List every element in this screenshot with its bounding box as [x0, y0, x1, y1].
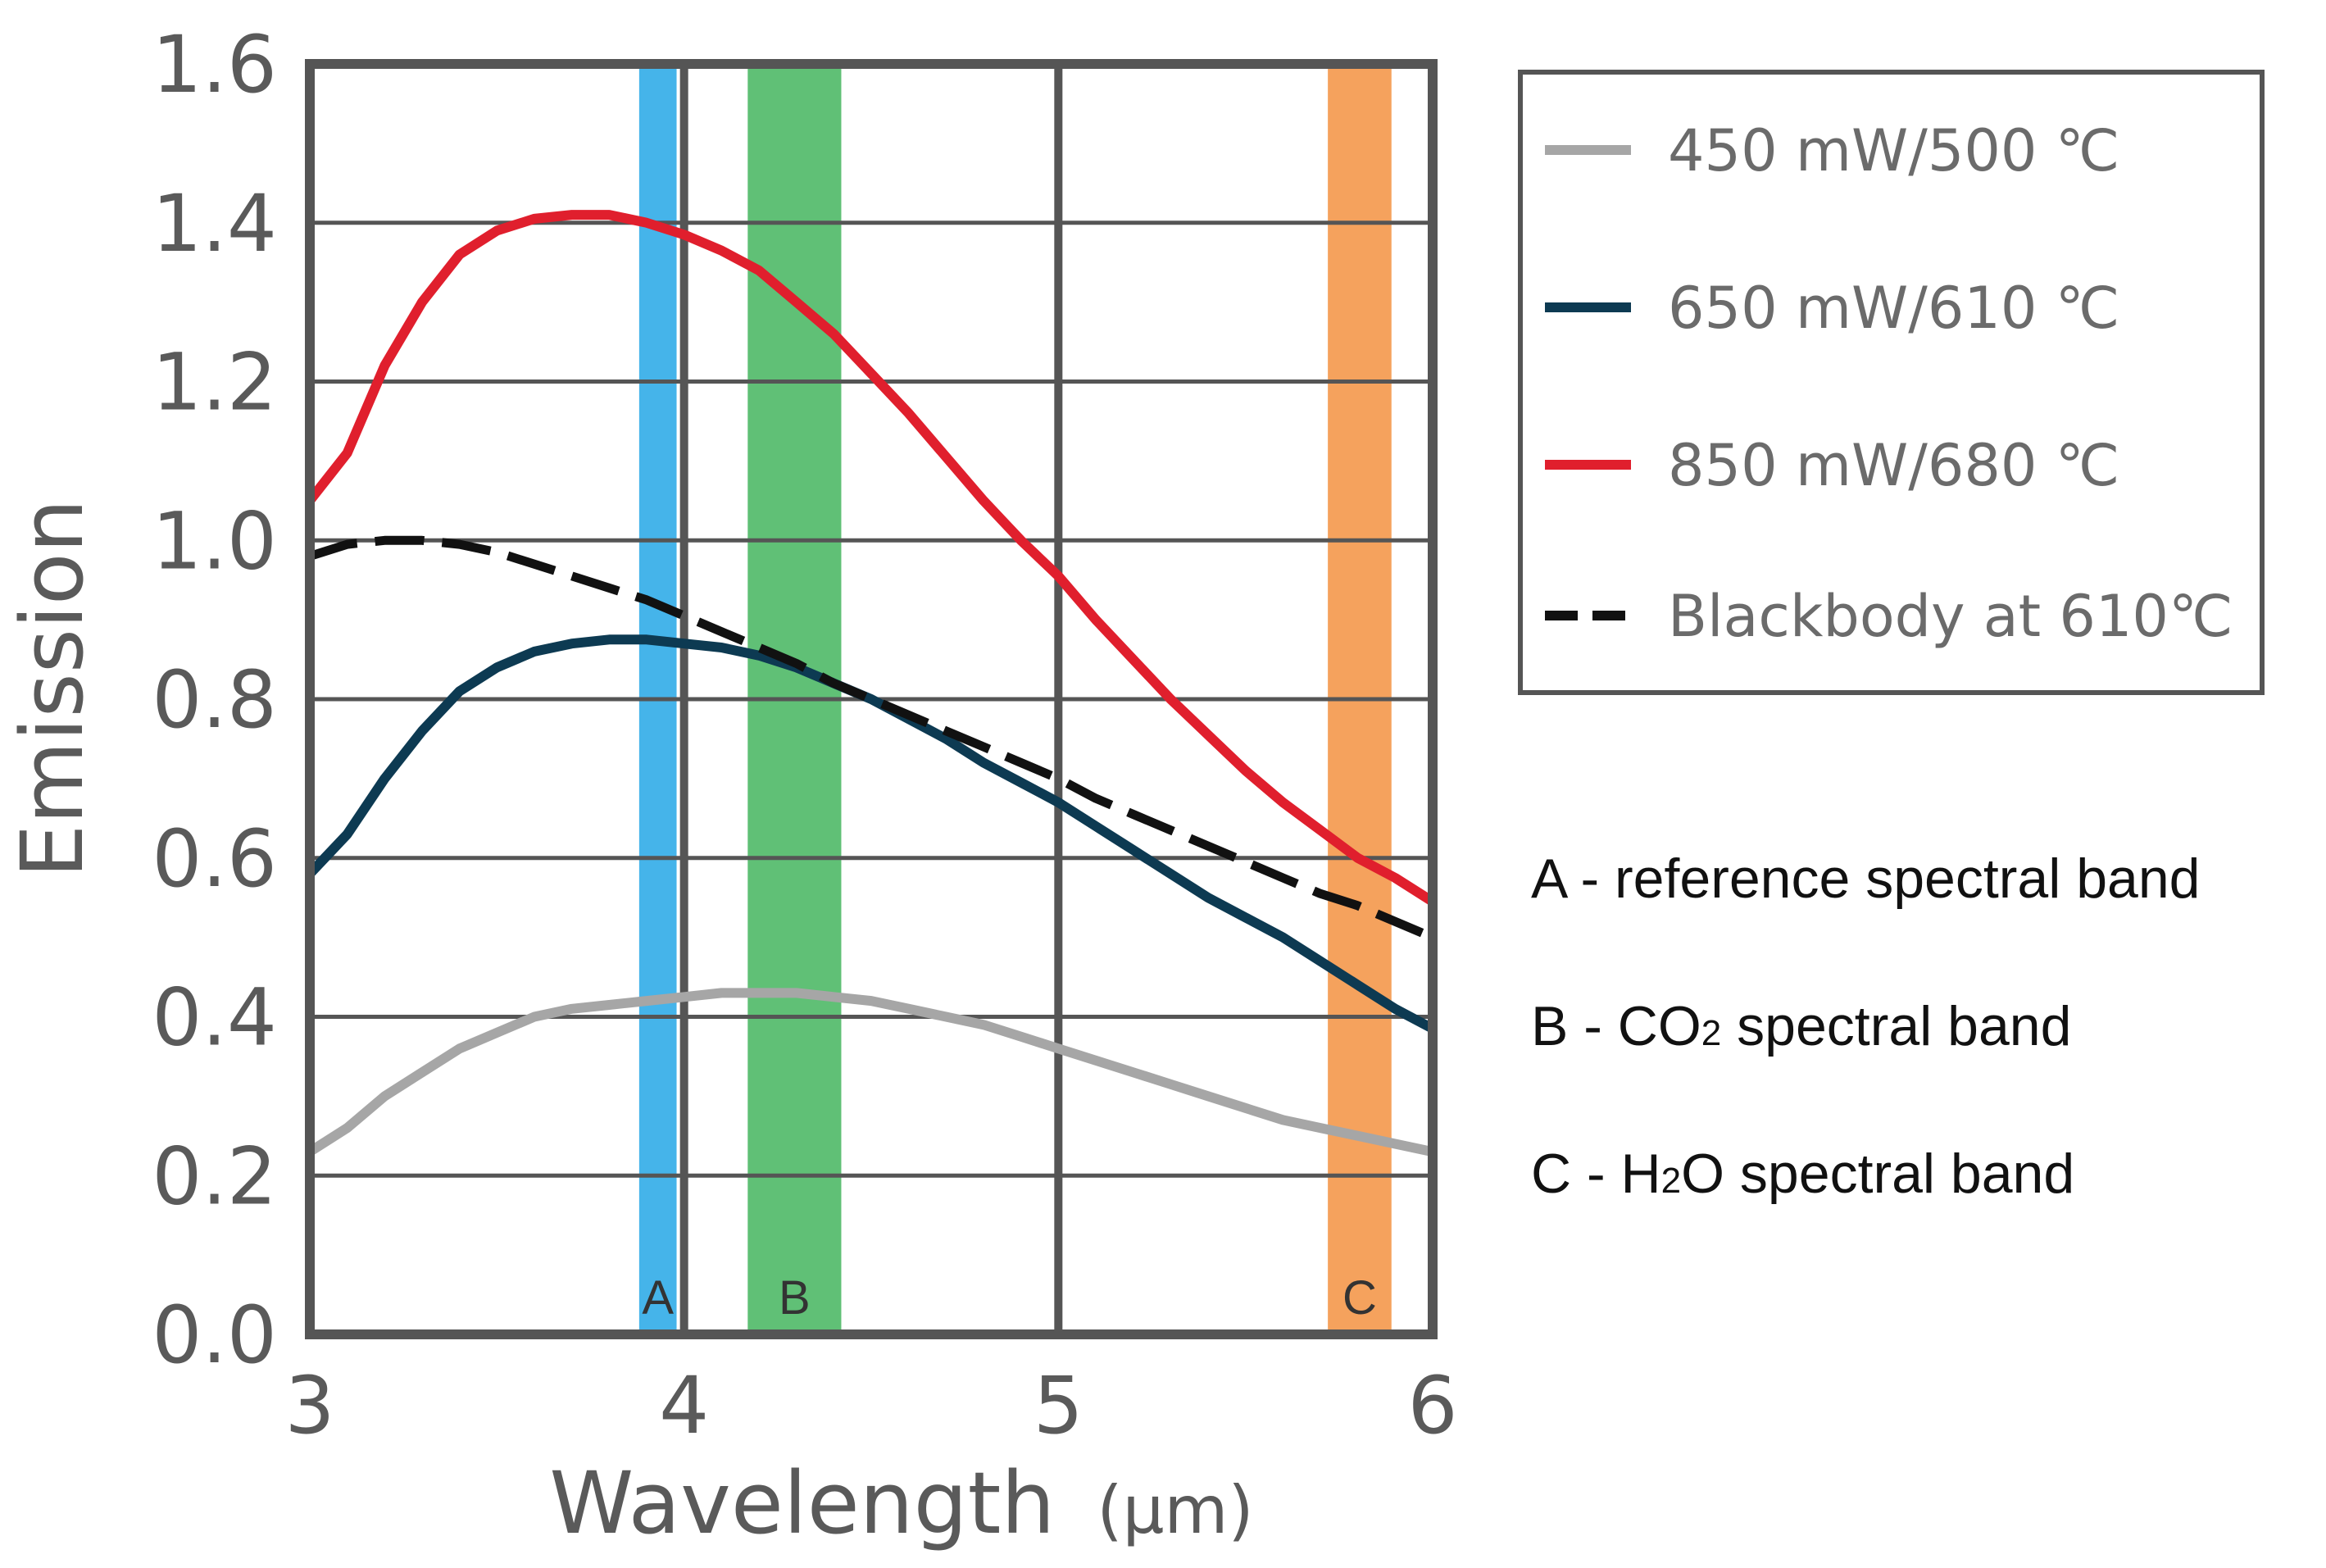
- x-axis-title: Wavelength (μm): [549, 1453, 1253, 1553]
- legend-label: Blackbody at 610℃: [1668, 583, 2233, 650]
- band-note-0: A - reference spectral band: [1531, 848, 2200, 910]
- y-tick-label: 0.2: [152, 1130, 277, 1222]
- x-axis-title-unit: (μm): [1097, 1472, 1253, 1548]
- band-note-text: C - H: [1531, 1143, 1661, 1205]
- x-tick-label: 3: [284, 1360, 334, 1452]
- y-tick-labels: 0.0 0.2 0.4 0.6 0.8 1.0 1.2 1.4 1.6: [152, 19, 277, 1381]
- band-note-text: A - reference spectral band: [1531, 848, 2200, 910]
- y-tick-label: 1.6: [152, 19, 277, 111]
- x-tick-label: 5: [1034, 1360, 1083, 1452]
- legend-label: 650 mW/610 ℃: [1668, 275, 2119, 342]
- band-note-1: B - CO2 spectral band: [1531, 995, 2071, 1057]
- band-note-text: B - CO: [1531, 995, 1701, 1057]
- x-axis-title-text: Wavelength: [549, 1453, 1055, 1553]
- emission-chart: A B C 0.0 0.2 0.4 0.6 0.8 1.0 1.2 1.4 1.6 3 4 5 6 Emi…: [0, 0, 2326, 1568]
- band-note-rest: O spectral band: [1681, 1143, 2074, 1205]
- x-tick-label: 4: [659, 1360, 709, 1452]
- y-tick-label: 0.4: [152, 972, 277, 1064]
- band-label-b: B: [779, 1271, 811, 1325]
- band-note-subscript: 2: [1701, 1013, 1721, 1053]
- band-note-2: C - H2O spectral band: [1531, 1143, 2074, 1205]
- y-tick-label: 1.0: [152, 495, 277, 587]
- y-tick-label: 1.4: [152, 178, 277, 270]
- y-axis-title: Emission: [2, 499, 102, 879]
- band-note-subscript: 2: [1661, 1161, 1681, 1201]
- y-tick-label: 0.8: [152, 654, 277, 746]
- legend-label: 450 mW/500 ℃: [1668, 117, 2119, 184]
- series-line-3: [310, 540, 1433, 937]
- y-tick-label: 0.6: [152, 813, 277, 905]
- band-note-rest: spectral band: [1721, 995, 2071, 1057]
- legend: 450 mW/500 ℃ 650 mW/610 ℃ 850 mW/680 ℃ Blac…: [1520, 72, 2262, 693]
- y-tick-label: 0.0: [152, 1289, 277, 1381]
- series-line-2: [310, 215, 1433, 902]
- x-tick-label: 6: [1407, 1360, 1457, 1452]
- series-lines: [310, 215, 1433, 1152]
- y-tick-label: 1.2: [152, 337, 277, 429]
- band-label-c: C: [1342, 1271, 1377, 1325]
- band-label-a: A: [642, 1271, 674, 1325]
- x-tick-labels: 3 4 5 6: [284, 1360, 1457, 1452]
- legend-label: 850 mW/680 ℃: [1668, 432, 2119, 499]
